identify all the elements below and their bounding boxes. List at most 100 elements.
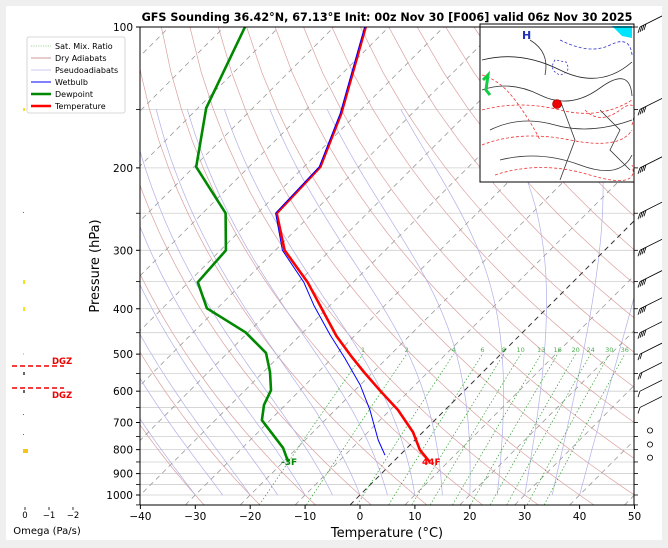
isotherm-line [140, 27, 390, 277]
wind-barb-flag [641, 248, 645, 255]
pseudoadiabat-line [140, 225, 306, 496]
isotherm-line [140, 27, 499, 387]
inset-map: H [479, 23, 635, 183]
omega-bar [23, 307, 25, 311]
y-tick-label: 600 [113, 386, 133, 398]
wind-barb-flag [643, 305, 647, 312]
wind-barb-icon [639, 379, 662, 392]
wind-barb-icon [639, 270, 662, 282]
wind-barb-flag [643, 164, 647, 172]
omega-bar [23, 372, 25, 375]
omega-panel: DGZ DGZ 0 −1 −2 Omega (Pa/s) [12, 108, 81, 537]
calm-wind-icon [647, 427, 654, 434]
wind-barb-flag [639, 108, 643, 115]
legend-label: Dry Adiabats [55, 54, 107, 63]
wind-barb-flag [641, 330, 645, 337]
x-tick-label: −10 [294, 511, 316, 523]
mixing-ratio-line [388, 353, 483, 505]
dry-adiabat-line [140, 424, 205, 505]
mixing-ratio-label: 20 [571, 346, 579, 354]
wind-barb-flag [643, 106, 647, 113]
wind-barb-flag [643, 278, 647, 285]
dry-adiabat-line [360, 27, 634, 353]
wind-barb-flag [637, 167, 641, 175]
legend: Sat. Mix. Ratio Dry Adiabats Pseudoadiabat… [26, 36, 126, 114]
x-tick-label: 40 [573, 511, 586, 523]
x-tick-label: −20 [239, 511, 261, 523]
mixing-ratio-label: 13 [537, 346, 545, 354]
y-tick-label: 100 [113, 22, 133, 34]
dry-adiabat-line [217, 27, 595, 505]
wind-barb-flag [639, 307, 643, 314]
wind-barb-icon [639, 395, 662, 408]
omega-bar [23, 414, 24, 415]
omega-bar [23, 449, 28, 453]
x-tick-label: 50 [628, 511, 641, 523]
omega-tick-label: 0 [22, 511, 27, 521]
wind-barb-flag [637, 281, 641, 288]
y-tick-label: 700 [113, 418, 133, 430]
wind-barb-icon [639, 156, 662, 169]
mixing-ratio-label: 8 [502, 346, 506, 354]
location-marker-icon [552, 99, 562, 109]
legend-label: Wetbulb [55, 78, 88, 87]
pseudoadiabat-line [140, 149, 333, 496]
mixing-ratio-line [543, 353, 626, 505]
dry-adiabat-line [246, 27, 634, 496]
wind-barb-icon [639, 297, 662, 310]
dry-adiabat-line [645, 27, 663, 505]
pseudoadiabat-line [493, 109, 547, 496]
dry-adiabat-line [274, 27, 634, 459]
wind-barb-flag [639, 352, 643, 360]
pseudoadiabat-line [400, 109, 504, 496]
dgz-label-top: DGZ [52, 357, 72, 367]
y-tick-label: 500 [113, 349, 133, 361]
wind-barb-flag [637, 373, 641, 380]
wind-barb-flag [643, 23, 647, 31]
y-tick-label: 400 [113, 304, 133, 316]
mixing-ratio-label: 36 [621, 346, 629, 354]
dry-adiabat-line [388, 27, 634, 319]
mixing-ratio-label: 10 [517, 346, 525, 354]
wind-barb-flag [637, 26, 641, 34]
dry-adiabat-line [140, 273, 316, 505]
mixing-ratio-label: 1 [361, 346, 365, 354]
mixing-ratio-label: 16 [553, 346, 561, 354]
wind-barb-flag [641, 107, 645, 114]
mixing-ratio-label: 4 [451, 346, 455, 354]
omega-bar [23, 212, 24, 213]
x-tick-label: 30 [518, 511, 531, 523]
surface-temperature-label: 44F [422, 458, 441, 468]
chart-title: GFS Sounding 36.42°N, 67.13°E Init: 00z … [142, 11, 633, 24]
omega-bar [23, 108, 25, 111]
skewt-plot: 1 2 4 6 8 10 13 16 20 24 30 36 [12, 11, 663, 540]
mixing-ratio-line [411, 353, 505, 505]
wind-barb-flag [639, 166, 643, 174]
isotherm-line [294, 165, 634, 505]
mixing-ratio-lines [258, 353, 626, 505]
x-axis-ticks: −40 −30 −20 −10 0 10 20 30 40 50 [129, 505, 641, 523]
dry-adiabat-line [140, 184, 372, 505]
omega-bar [23, 280, 25, 284]
dry-adiabat-line [189, 27, 539, 505]
high-pressure-label: H [522, 29, 531, 42]
wetbulb-line [275, 27, 386, 456]
dry-adiabat-line [416, 27, 634, 284]
mixing-ratio-label: 6 [480, 346, 484, 354]
isotherms [140, 27, 634, 505]
x-tick-label: 20 [463, 511, 476, 523]
pseudoadiabat-line [269, 109, 443, 496]
omega-tick-label: −1 [43, 511, 56, 521]
y-axis-label: Pressure (hPa) [88, 219, 103, 312]
surface-dewpoint-label: -3F [281, 458, 297, 468]
pseudoadiabat-line [579, 296, 634, 496]
wind-barb-flag [641, 165, 645, 173]
omega-axis-label: Omega (Pa/s) [13, 526, 81, 537]
omega-bar [23, 434, 24, 435]
y-tick-label: 200 [113, 163, 133, 175]
pseudoadiabat-line [326, 109, 471, 496]
wind-barb-flag [637, 332, 641, 339]
isobar-gridlines [140, 27, 634, 505]
y-axis-minor-ticks [136, 26, 638, 506]
isotherm-line [514, 385, 634, 505]
